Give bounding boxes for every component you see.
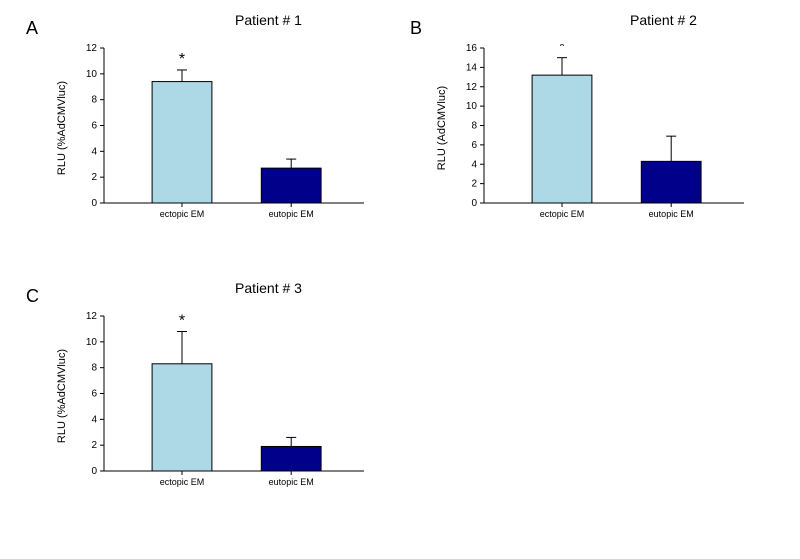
svg-text:10: 10 [86, 337, 98, 348]
x-tick-label: ectopic EM [160, 209, 205, 219]
svg-text:4: 4 [91, 146, 97, 157]
svg-text:4: 4 [91, 414, 97, 425]
x-tick-label: eutopic EM [649, 209, 694, 219]
panel-c: C Patient # 3 RLU (%AdCMVluc) 0 2 4 6 8 10 12 *… [20, 280, 400, 530]
x-tick-label: eutopic EM [269, 209, 314, 219]
svg-text:0: 0 [91, 198, 97, 209]
svg-text:8: 8 [471, 121, 477, 132]
panel-a: A Patient # 1 RLU (%AdCMVluc) 0 2 4 6 8 10 12 *… [20, 12, 400, 262]
bar-ectopic-EM [152, 364, 212, 471]
x-tick-label: ectopic EM [540, 209, 585, 219]
svg-text:6: 6 [91, 121, 97, 132]
panel-c-chart: 0 2 4 6 8 10 12 * ectopic EM eutopic EM [70, 312, 370, 499]
significance-marker: * [179, 313, 185, 330]
svg-text:0: 0 [471, 198, 477, 209]
svg-text:12: 12 [86, 44, 98, 54]
bar-ectopic-EM [532, 75, 592, 203]
svg-text:10: 10 [466, 101, 478, 112]
panel-a-ylabel: RLU (%AdCMVluc) [56, 68, 68, 188]
svg-text:8: 8 [91, 95, 97, 106]
svg-text:8: 8 [91, 363, 97, 374]
svg-text:6: 6 [91, 389, 97, 400]
panel-c-label: C [26, 286, 39, 307]
svg-text:0: 0 [91, 466, 97, 477]
panel-a-label: A [26, 18, 38, 39]
svg-text:10: 10 [86, 69, 98, 80]
significance-marker: * [179, 51, 185, 68]
x-tick-label: eutopic EM [269, 477, 314, 487]
significance-marker: * [559, 44, 565, 56]
x-tick-label: ectopic EM [160, 477, 205, 487]
bar-eutopic-EM [641, 161, 701, 203]
bar-ectopic-EM [152, 82, 212, 203]
panel-a-title: Patient # 1 [235, 12, 302, 28]
svg-text:14: 14 [466, 62, 478, 73]
svg-text:12: 12 [86, 312, 98, 322]
svg-text:12: 12 [466, 82, 478, 93]
panel-c-title: Patient # 3 [235, 280, 302, 296]
svg-text:6: 6 [471, 140, 477, 151]
svg-text:2: 2 [91, 172, 97, 183]
panel-a-chart: 0 2 4 6 8 10 12 * ectopic EM eutopic EM [70, 44, 370, 231]
panel-b-ylabel: RLU (AdCMVluc) [436, 68, 448, 188]
panel-c-ylabel: RLU (%AdCMVluc) [56, 336, 68, 456]
figure-container: A Patient # 1 RLU (%AdCMVluc) 0 2 4 6 8 10 12 *… [0, 0, 800, 559]
panel-b-chart: 0 2 4 6 8 10 12 14 16 * ectopic EM eutopic EM [450, 44, 750, 231]
panel-b-label: B [410, 18, 422, 39]
svg-text:4: 4 [471, 159, 477, 170]
svg-text:2: 2 [91, 440, 97, 451]
svg-text:2: 2 [471, 179, 477, 190]
panel-b-title: Patient # 2 [630, 12, 697, 28]
bar-eutopic-EM [261, 446, 321, 471]
svg-text:16: 16 [466, 44, 478, 54]
bar-eutopic-EM [261, 168, 321, 203]
panel-b: B Patient # 2 RLU (AdCMVluc) 0 2 4 6 8 10 12 14… [410, 12, 790, 262]
